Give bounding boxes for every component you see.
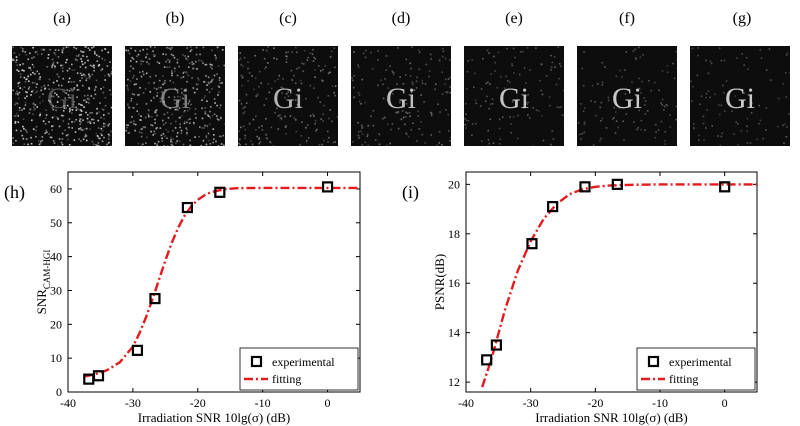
y-tick-label: 0 [56, 385, 62, 399]
x-tick-label: -10 [652, 396, 668, 410]
x-tick-label: -30 [125, 396, 141, 410]
data-point [181, 201, 193, 214]
data-point [92, 370, 105, 382]
svg-text:Gi: Gi [47, 82, 77, 115]
reconstruction-thumbnail: Gi [690, 46, 790, 146]
thumbnail-label: (a) [53, 10, 71, 27]
y-tick-label: 18 [448, 227, 460, 241]
svg-text:Gi: Gi [273, 82, 303, 115]
data-point [131, 344, 144, 356]
thumbnail-label: (d) [391, 10, 411, 27]
x-tick-label: -40 [60, 396, 76, 410]
svg-text:Gi: Gi [725, 82, 755, 115]
reconstruction-thumbnail: Gi [464, 46, 564, 146]
x-tick-label: 0 [325, 396, 331, 410]
y-tick-label: 20 [50, 317, 62, 331]
plot-frame [67, 171, 361, 393]
panel-tag: (h) [4, 182, 25, 203]
legend-marker-experimental [250, 355, 263, 368]
panel-tag: (i) [402, 182, 419, 203]
y-tick-label: 20 [448, 177, 460, 191]
x-tick-label: -20 [587, 396, 603, 410]
x-tick-label: 0 [722, 396, 728, 410]
thumbnail-label: (c) [279, 10, 297, 27]
legend-label-experimental: experimental [669, 355, 732, 369]
legend-marker-experimental [647, 355, 660, 368]
data-point [719, 181, 731, 193]
x-tick-label: -10 [255, 396, 271, 410]
thumbnail-label: (e) [505, 10, 523, 27]
y-tick-label: 10 [50, 351, 62, 365]
data-point [321, 181, 334, 193]
x-axis-label: Irradiation SNR 10lg(σ) (dB) [138, 410, 291, 425]
data-point [490, 339, 502, 351]
x-tick-label: -30 [523, 396, 539, 410]
reconstruction-thumbnail: Gi [12, 46, 112, 146]
legend-label-experimental: experimental [272, 355, 335, 369]
svg-text:Gi: Gi [612, 82, 642, 115]
data-point [526, 238, 538, 250]
svg-text:Gi: Gi [499, 82, 529, 115]
svg-text:Gi: Gi [386, 82, 416, 115]
data-point [214, 186, 226, 198]
data-point [149, 292, 161, 305]
thumbnail-label: (f) [619, 10, 635, 27]
data-point [611, 178, 623, 190]
chart-h: (h) -40 -30 -20 -10 0 0 10 20 30 40 50 60 Irradiation… [4, 171, 361, 425]
x-axis-label: Irradiation SNR 10lg(σ) (dB) [535, 410, 688, 425]
y-tick-label: 50 [50, 216, 62, 230]
svg-text:Gi: Gi [160, 82, 190, 115]
y-tick-label: 60 [50, 182, 62, 196]
plot-frame [465, 171, 758, 393]
reconstruction-thumbnail: Gi [238, 46, 338, 146]
x-tick-label: -40 [458, 396, 474, 410]
y-tick-label: 14 [448, 326, 460, 340]
fitting-curve [83, 186, 360, 378]
y-tick-label: 40 [50, 250, 62, 264]
reconstruction-thumbnail: Gi [351, 46, 451, 146]
y-axis-label: SNRCAM-HGI [34, 250, 52, 315]
legend-box [636, 347, 756, 391]
y-tick-label: 12 [448, 375, 460, 389]
fitting-curve [481, 183, 757, 388]
legend-label-fitting: fitting [669, 372, 698, 386]
y-tick-label: 30 [50, 283, 62, 297]
legend-box [239, 347, 359, 391]
thumbnail-label: (b) [165, 10, 185, 27]
x-tick-label: -20 [190, 396, 206, 410]
thumbnail-label: (g) [732, 10, 752, 27]
y-axis-label: PSNR(dB) [432, 254, 447, 310]
chart-i: (i) -40 -30 -20 -10 0 12 14 16 18 20 Irradiation SN… [402, 171, 758, 425]
reconstruction-thumbnail: Gi [125, 46, 225, 146]
reconstruction-thumbnail: Gi [577, 46, 677, 146]
data-point [547, 201, 559, 213]
y-tick-label: 16 [448, 276, 460, 290]
legend-label-fitting: fitting [272, 372, 301, 386]
data-point [481, 354, 493, 366]
data-point [579, 181, 591, 193]
